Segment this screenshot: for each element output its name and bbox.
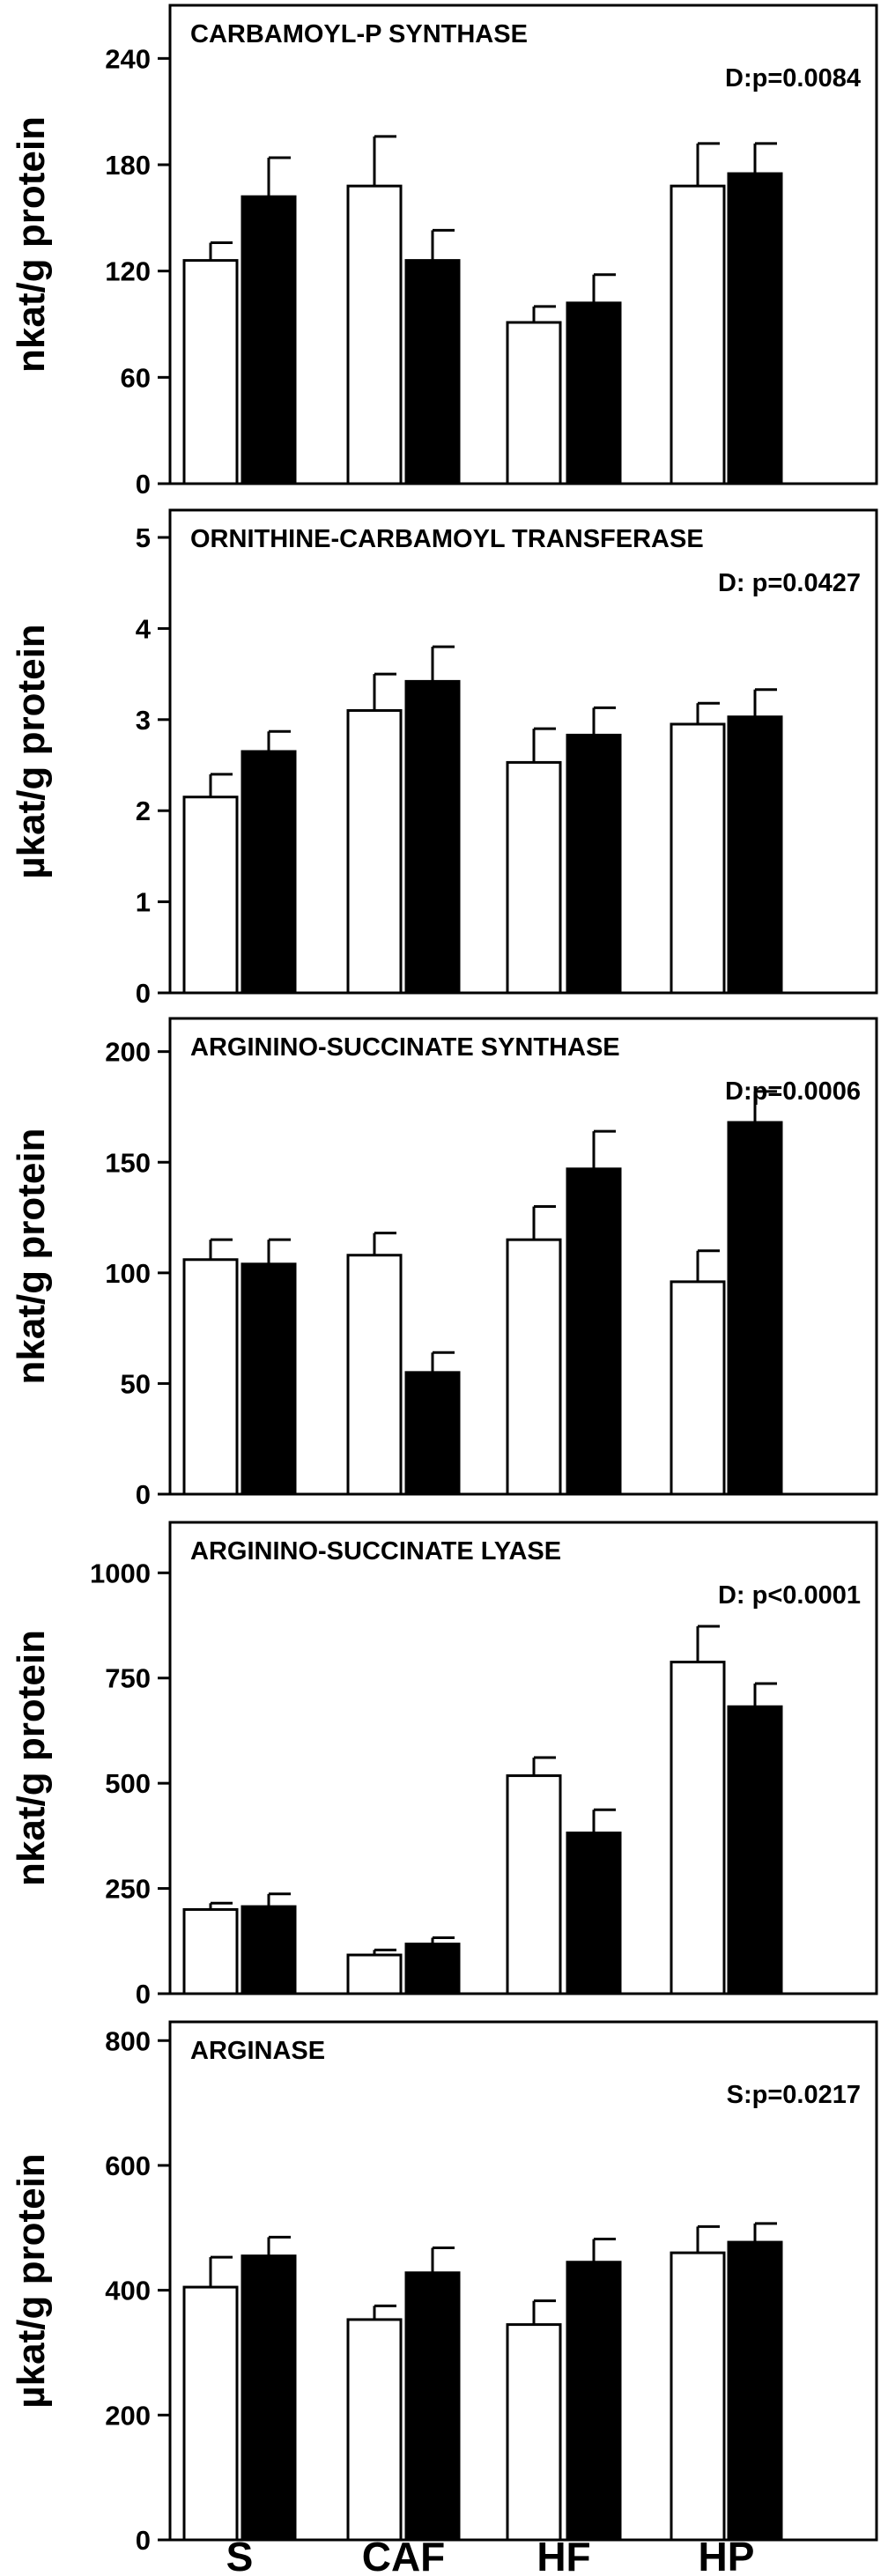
y-tick-label: 200 — [105, 1037, 151, 1068]
filled-bar-s — [240, 1905, 297, 1995]
stat-annotation: S:p=0.0217 — [727, 2081, 861, 2109]
filled-bar-hf — [566, 1167, 622, 1496]
panel-4: 0 250 500 750 1000 nkat/g protein ARGININO-SUC… — [10, 1521, 878, 2010]
y-tick-label: 800 — [105, 2025, 151, 2056]
panel-title: ARGININO-SUCCINATE SYNTHASE — [190, 1033, 620, 1062]
panel-2: 0 1 2 3 4 5 µkat/g protein ORNITHINE-CARBAMOYL … — [10, 508, 878, 1009]
open-bar-s — [182, 796, 239, 995]
panel-1: 0 60 120 180 240 nkat/g protein CARBAMOYL-P SY… — [10, 4, 878, 500]
y-tick-label: 240 — [105, 43, 151, 74]
y-tick-label: 400 — [105, 2276, 151, 2306]
open-bar-hf — [506, 760, 562, 995]
open-bar-s — [182, 259, 239, 485]
y-tick-label: 1000 — [90, 1558, 151, 1588]
y-tick-label: 4 — [136, 613, 152, 644]
filled-bar-s — [240, 195, 297, 485]
open-bar-caf — [346, 1953, 403, 1995]
y-axis-label: nkat/g protein — [10, 1630, 53, 1886]
filled-bar-hf — [566, 1832, 622, 1995]
filled-bar-hf — [566, 2261, 622, 2542]
stat-annotation: D:p=0.0084 — [725, 64, 861, 93]
filled-bar-caf — [404, 2271, 461, 2542]
filled-bar-hp — [727, 172, 783, 485]
y-tick-label: 0 — [136, 1479, 151, 1510]
y-tick-label: 0 — [136, 2525, 151, 2556]
filled-bar-hp — [727, 715, 783, 995]
open-bar-caf — [346, 2318, 403, 2542]
filled-bar-caf — [404, 679, 461, 995]
open-bar-hf — [506, 1774, 562, 1995]
x-category-labels: S CAF HF HP — [226, 2534, 755, 2576]
y-axis-label: nkat/g protein — [10, 1129, 53, 1385]
filled-bar-hp — [727, 1121, 783, 1496]
open-bar-hp — [670, 1280, 726, 1496]
panel-title: ORNITHINE-CARBAMOYL TRANSFERASE — [190, 525, 704, 553]
y-tick-label: 3 — [136, 705, 151, 736]
panel-title: ARGINASE — [190, 2037, 325, 2065]
open-bar-hp — [670, 1661, 726, 1995]
y-tick-label: 0 — [136, 469, 151, 500]
y-tick-label: 2 — [136, 796, 151, 826]
open-bar-s — [182, 1907, 239, 1995]
y-tick-label: 250 — [105, 1874, 151, 1905]
open-bar-s — [182, 1258, 239, 1496]
y-axis-label: µkat/g protein — [10, 2153, 53, 2408]
y-tick-label: 500 — [105, 1768, 151, 1799]
filled-bar-hp — [727, 2240, 783, 2542]
open-bar-hp — [670, 2251, 726, 2542]
y-axis-label: nkat/g protein — [10, 116, 53, 373]
y-tick-label: 180 — [105, 150, 151, 181]
stat-annotation: D:p=0.0006 — [725, 1077, 861, 1106]
stat-annotation: D: p=0.0427 — [718, 569, 861, 597]
filled-bar-hf — [566, 301, 622, 485]
open-bar-caf — [346, 708, 403, 995]
open-bar-hp — [670, 184, 726, 485]
open-bar-hp — [670, 722, 726, 995]
y-axis-label: µkat/g protein — [10, 624, 53, 878]
stat-annotation: D: p<0.0001 — [718, 1581, 861, 1610]
x-category-label: S — [226, 2534, 254, 2576]
x-category-label: HP — [699, 2534, 755, 2576]
filled-bar-hp — [727, 1705, 783, 1995]
open-bar-caf — [346, 184, 403, 485]
x-category-label: HF — [536, 2534, 590, 2576]
y-tick-label: 750 — [105, 1663, 151, 1694]
open-bar-s — [182, 2285, 239, 2542]
filled-bar-caf — [404, 1371, 461, 1496]
panel-title: CARBAMOYL-P SYNTHASE — [190, 20, 528, 48]
y-tick-label: 60 — [121, 362, 151, 393]
panel-5: 0 200 400 600 800 µkat/g protein ARGINASE S:p=0… — [10, 2020, 878, 2556]
open-bar-hf — [506, 1238, 562, 1496]
filled-bar-caf — [404, 1943, 461, 1995]
y-tick-label: 0 — [136, 1979, 151, 2010]
filled-bar-caf — [404, 259, 461, 485]
open-bar-hf — [506, 321, 562, 485]
y-tick-label: 100 — [105, 1258, 151, 1289]
y-tick-label: 50 — [121, 1368, 151, 1399]
filled-bar-s — [240, 750, 297, 995]
y-tick-label: 120 — [105, 256, 151, 287]
open-bar-caf — [346, 1254, 403, 1496]
filled-bar-hf — [566, 733, 622, 995]
y-tick-label: 0 — [136, 978, 151, 1009]
y-tick-label: 1 — [136, 887, 151, 918]
y-tick-label: 5 — [136, 522, 151, 553]
y-tick-label: 200 — [105, 2400, 151, 2431]
y-tick-label: 150 — [105, 1147, 151, 1178]
panel-3: 0 50 100 150 200 nkat/g protein ARGININO-SUCCI… — [10, 1017, 878, 1510]
y-tick-label: 600 — [105, 2150, 151, 2181]
filled-bar-s — [240, 1262, 297, 1496]
x-category-label: CAF — [362, 2534, 446, 2576]
filled-bar-s — [240, 2254, 297, 2542]
open-bar-hf — [506, 2323, 562, 2542]
panel-title: ARGININO-SUCCINATE LYASE — [190, 1537, 561, 1566]
